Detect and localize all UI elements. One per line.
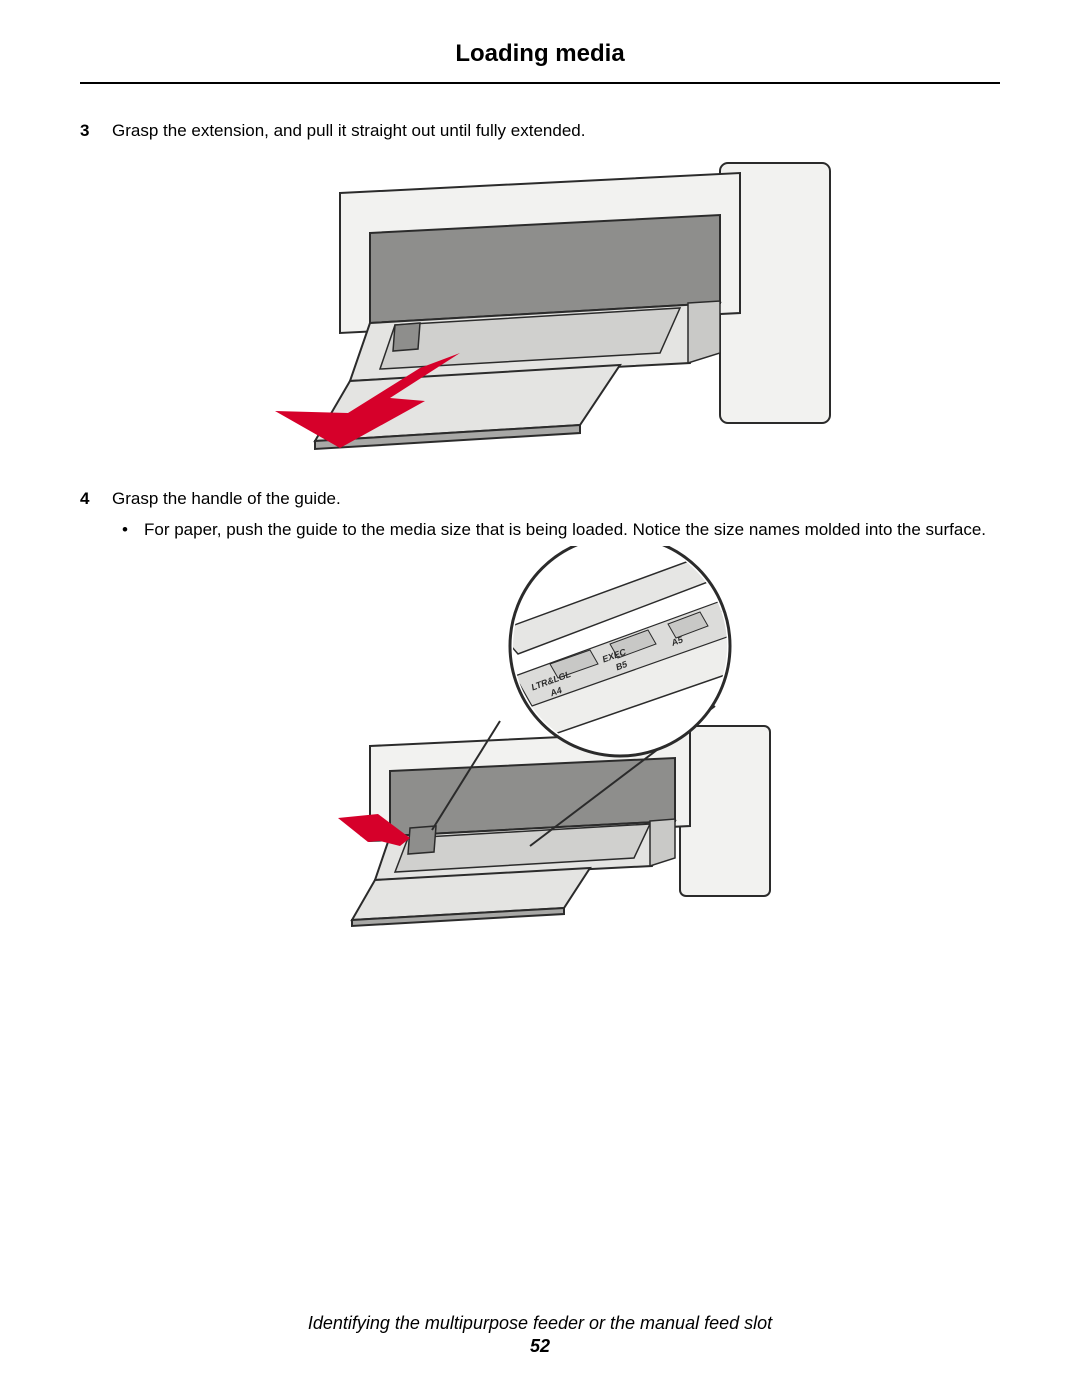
step-4-bullet: • For paper, push the guide to the media… [122,519,1000,542]
document-page: Loading media 3 Grasp the extension, and… [0,0,1080,1397]
printer-extension-illustration [220,153,860,453]
bullet-icon: • [122,519,132,542]
printer-guide-zoom-illustration: LTR&LGL A4 EXEC B5 A5 [260,546,820,936]
step-3: 3 Grasp the extension, and pull it strai… [80,120,1000,143]
step-number: 4 [80,488,98,511]
page-number: 52 [0,1336,1080,1357]
figure-1 [80,153,1000,458]
bullet-text: For paper, push the guide to the media s… [144,519,986,542]
step-number: 3 [80,120,98,143]
figure-2: LTR&LGL A4 EXEC B5 A5 [80,546,1000,941]
page-footer: Identifying the multipurpose feeder or t… [0,1313,1080,1357]
step-4: 4 Grasp the handle of the guide. [80,488,1000,511]
footer-caption: Identifying the multipurpose feeder or t… [0,1313,1080,1334]
step-text: Grasp the handle of the guide. [112,488,341,511]
page-title: Loading media [80,40,1000,84]
step-text: Grasp the extension, and pull it straigh… [112,120,585,143]
